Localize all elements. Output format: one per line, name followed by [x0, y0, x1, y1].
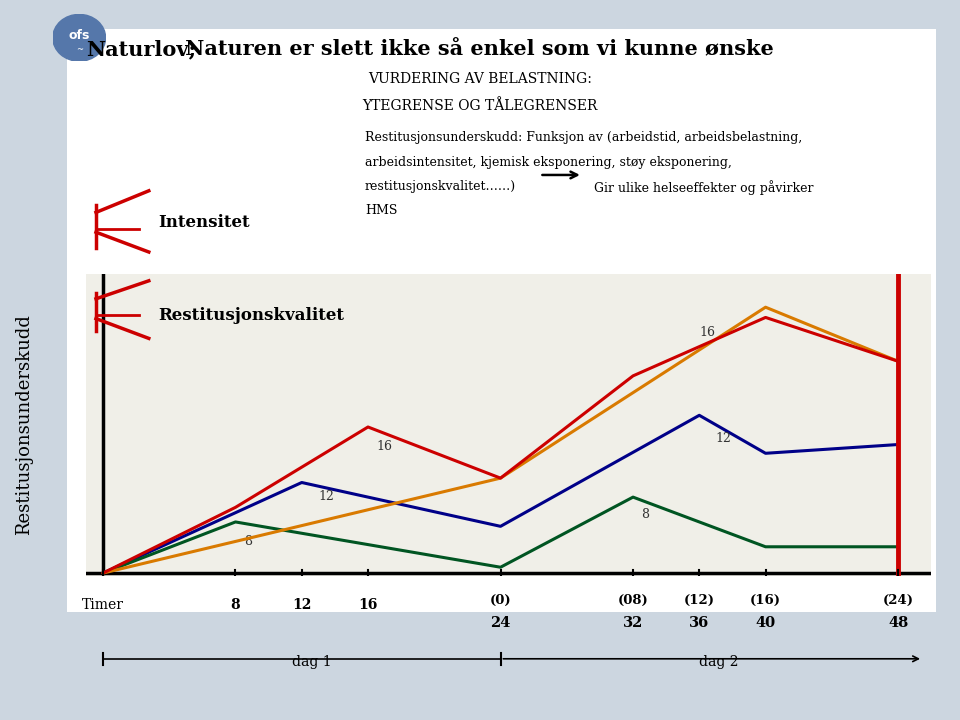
Text: (24): (24) — [882, 594, 914, 607]
Text: Restitusjonskvalitet: Restitusjonskvalitet — [158, 307, 345, 323]
Text: dag 2: dag 2 — [699, 655, 738, 670]
Text: 36: 36 — [689, 616, 709, 629]
Text: YTEGRENSE OG TÅLEGRENSER: YTEGRENSE OG TÅLEGRENSER — [362, 99, 598, 113]
Text: Restitusjonsunderskudd: Funksjon av (arbeidstid, arbeidsbelastning,: Restitusjonsunderskudd: Funksjon av (arb… — [365, 131, 802, 144]
Text: 12: 12 — [292, 598, 311, 611]
Text: VURDERING AV BELASTNING:: VURDERING AV BELASTNING: — [368, 72, 592, 86]
Text: 24: 24 — [491, 616, 511, 629]
Text: (12): (12) — [684, 594, 715, 607]
Text: 12: 12 — [319, 490, 334, 503]
Text: 32: 32 — [623, 616, 643, 629]
Text: 16: 16 — [358, 598, 377, 611]
Text: 16: 16 — [376, 441, 393, 454]
Text: dag 1: dag 1 — [292, 655, 331, 670]
Text: Timer: Timer — [82, 598, 124, 611]
Text: ~: ~ — [76, 45, 83, 54]
Text: 40: 40 — [756, 616, 776, 629]
Text: (08): (08) — [617, 594, 648, 607]
Text: Naturlov;: Naturlov; — [86, 40, 197, 60]
Text: Restitusjonsunderskudd: Restitusjonsunderskudd — [15, 315, 33, 535]
Text: Naturen er slett ikke så enkel som vi kunne ønske: Naturen er slett ikke så enkel som vi ku… — [178, 40, 774, 60]
Text: Gir ulike helseeffekter og påvirker: Gir ulike helseeffekter og påvirker — [590, 180, 814, 195]
Text: (16): (16) — [750, 594, 781, 607]
Text: 16: 16 — [699, 326, 715, 339]
Text: ofs: ofs — [68, 29, 90, 42]
Text: HMS: HMS — [365, 204, 397, 217]
Text: 8: 8 — [230, 598, 240, 611]
Text: 48: 48 — [888, 616, 908, 629]
Text: 8: 8 — [641, 508, 649, 521]
Text: (0): (0) — [490, 594, 512, 607]
Text: 8: 8 — [244, 536, 252, 549]
Text: 12: 12 — [716, 431, 732, 444]
Text: Intensitet: Intensitet — [158, 215, 250, 231]
Circle shape — [53, 14, 106, 61]
Text: restitusjonskvalitet……): restitusjonskvalitet……) — [365, 180, 516, 193]
Text: arbeidsintensitet, kjemisk eksponering, støy eksponering,: arbeidsintensitet, kjemisk eksponering, … — [365, 156, 732, 168]
